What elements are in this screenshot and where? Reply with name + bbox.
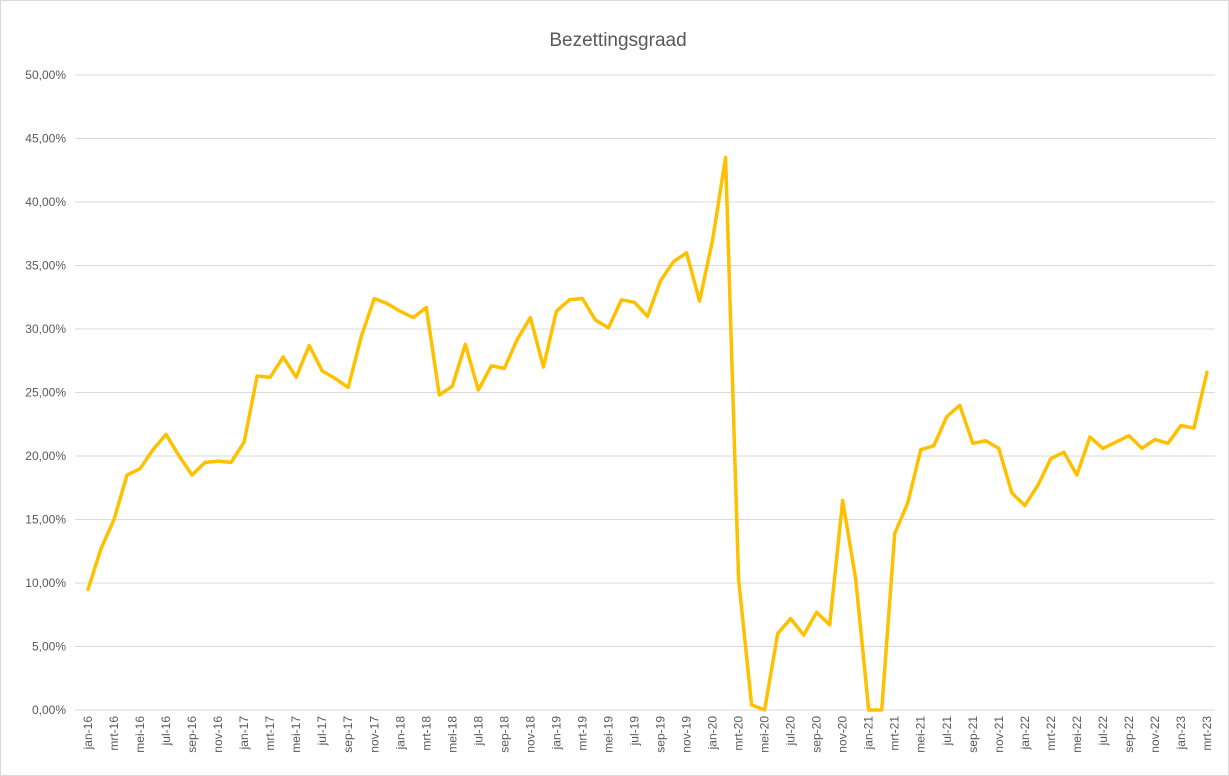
x-tick-label: sep-22 bbox=[1122, 716, 1136, 753]
x-tick-label: jan-18 bbox=[393, 716, 407, 751]
x-tick-label: nov-18 bbox=[523, 716, 537, 753]
x-tick-label: jul-16 bbox=[159, 716, 173, 747]
x-tick-label: jan-16 bbox=[81, 716, 95, 751]
y-tick-label: 0,00% bbox=[32, 703, 66, 717]
x-tick-label: nov-19 bbox=[680, 716, 694, 753]
x-tick-label: sep-18 bbox=[497, 716, 511, 753]
chart-title: Bezettingsgraad bbox=[549, 30, 686, 51]
x-tick-label: sep-17 bbox=[341, 716, 355, 753]
x-tick-label: mrt-16 bbox=[107, 716, 121, 751]
x-tick-label: jan-20 bbox=[706, 716, 720, 751]
x-tick-label: mrt-22 bbox=[1044, 716, 1058, 751]
x-tick-label: jan-22 bbox=[1018, 716, 1032, 751]
x-tick-label: mei-19 bbox=[601, 716, 615, 753]
x-tick-label: nov-16 bbox=[211, 716, 225, 753]
y-tick-label: 5,00% bbox=[32, 640, 66, 654]
x-tick-label: sep-19 bbox=[654, 716, 668, 753]
x-tick-label: nov-22 bbox=[1148, 716, 1162, 753]
x-tick-label: mrt-17 bbox=[263, 716, 277, 751]
y-tick-label: 20,00% bbox=[25, 449, 66, 463]
x-tick-label: mei-16 bbox=[133, 716, 147, 753]
y-tick-label: 35,00% bbox=[25, 259, 66, 273]
x-tick-label: sep-20 bbox=[810, 716, 824, 753]
x-tick-label: mrt-21 bbox=[888, 716, 902, 751]
x-tick-label: jan-17 bbox=[237, 716, 251, 751]
x-tick-label: mei-18 bbox=[445, 716, 459, 753]
y-tick-label: 45,00% bbox=[25, 132, 66, 146]
x-tick-label: jul-21 bbox=[940, 716, 954, 747]
x-tick-label: jul-19 bbox=[627, 716, 641, 747]
x-tick-label: jan-19 bbox=[549, 716, 563, 751]
x-tick-label: nov-17 bbox=[367, 716, 381, 753]
x-tick-label: mrt-19 bbox=[575, 716, 589, 751]
data-line bbox=[86, 155, 1209, 712]
x-tick-label: mrt-23 bbox=[1200, 716, 1214, 751]
y-tick-label: 50,00% bbox=[25, 68, 66, 82]
x-tick-label: mrt-20 bbox=[732, 716, 746, 751]
x-tick-label: jul-20 bbox=[784, 716, 798, 747]
y-tick-label: 40,00% bbox=[25, 195, 66, 209]
x-tick-label: jul-17 bbox=[315, 716, 329, 747]
x-tick-label: jan-21 bbox=[862, 716, 876, 751]
y-tick-label: 15,00% bbox=[25, 513, 66, 527]
y-tick-label: 30,00% bbox=[25, 322, 66, 336]
x-tick-label: jul-22 bbox=[1096, 716, 1110, 747]
x-tick-label: sep-16 bbox=[185, 716, 199, 753]
x-tick-label: mrt-18 bbox=[419, 716, 433, 751]
x-tick-label: nov-21 bbox=[992, 716, 1006, 753]
x-tick-label: mei-22 bbox=[1070, 716, 1084, 753]
x-tick-label: sep-21 bbox=[966, 716, 980, 753]
x-tick-label: nov-20 bbox=[836, 716, 850, 753]
y-tick-label: 25,00% bbox=[25, 386, 66, 400]
x-tick-label: mei-21 bbox=[914, 716, 928, 753]
x-tick-label: mei-20 bbox=[758, 716, 772, 753]
x-tick-label: jul-18 bbox=[471, 716, 485, 747]
x-tick-label: mei-17 bbox=[289, 716, 303, 753]
x-tick-label: jan-23 bbox=[1174, 716, 1188, 751]
y-tick-label: 10,00% bbox=[25, 576, 66, 590]
